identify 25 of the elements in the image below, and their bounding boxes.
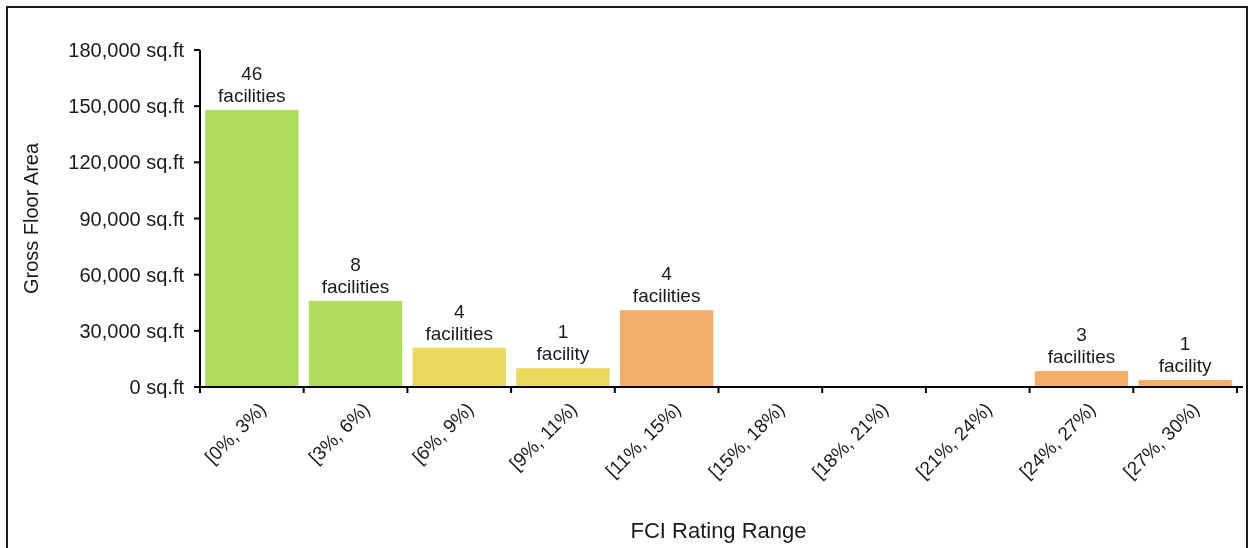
bar [619, 310, 714, 387]
bar [516, 368, 610, 387]
y-tick-label: 150,000 sq.ft [68, 95, 185, 118]
annotation: 4 facilities [632, 263, 701, 307]
y-tick-label: 120,000 sq.ft [68, 151, 185, 174]
annotation: 46 facilities [218, 62, 286, 106]
x-tick-label: [0%, 3%) [200, 398, 271, 468]
y-tick-label: 90,000 sq.ft [79, 207, 185, 230]
annotation: 3 facilities [1047, 324, 1116, 368]
y-tick-label: 30,000 sq.ft [79, 319, 185, 342]
bar [205, 109, 299, 387]
x-tick-label: [6%, 9%) [408, 398, 478, 468]
annotation: 1 facility [1158, 333, 1213, 377]
y-tick-label: 180,000 sq.ft [68, 39, 185, 61]
annotation: 8 facilities [321, 253, 390, 297]
bar [1034, 371, 1129, 387]
annotation: 1 facility [536, 321, 590, 365]
bar [308, 300, 403, 387]
x-tick-label: [3%, 6%) [304, 398, 374, 468]
annotation: 4 facilities [425, 300, 494, 344]
y-tick-label: 0 sq.ft [129, 376, 185, 398]
y-axis-title: Gross Floor Area [20, 142, 42, 295]
y-tick-label: 60,000 sq.ft [79, 263, 185, 286]
bar [412, 347, 506, 387]
x-axis-title: FCI Rating Range [630, 518, 807, 543]
